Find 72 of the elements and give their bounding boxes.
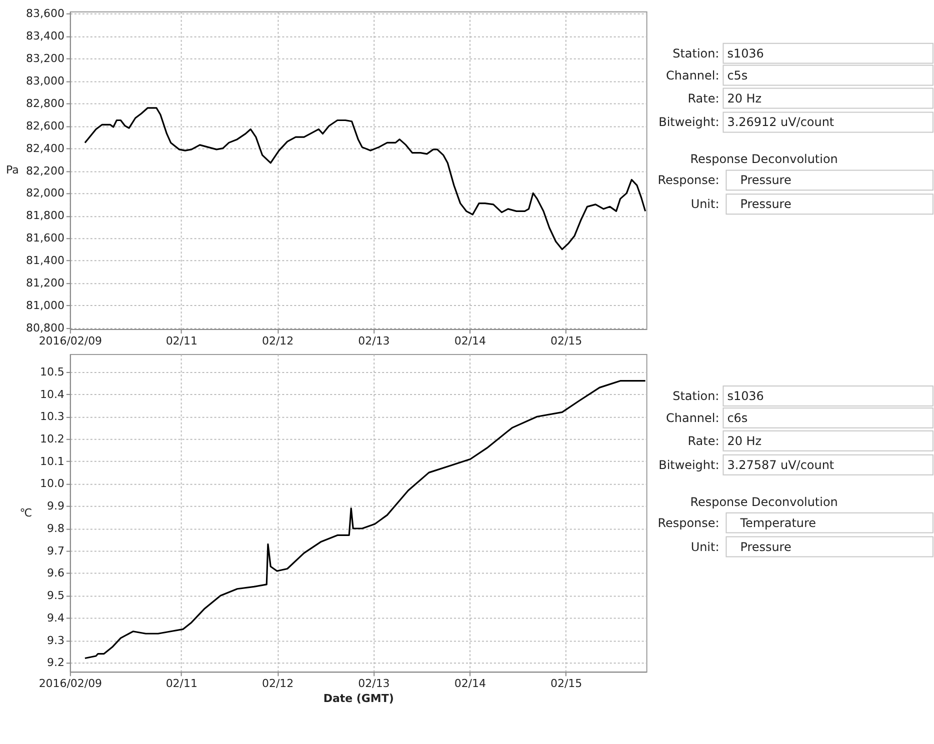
text: 20 Hz [727, 91, 762, 106]
y-tick-label: 10.3 [40, 410, 64, 424]
line-series [84, 107, 646, 250]
y-axis-title: ℃ [20, 506, 32, 520]
text: Channel: [666, 410, 720, 425]
x-tick-label: 02/13 [358, 677, 390, 690]
y-tick-label: 9.2 [46, 656, 64, 670]
x-tick-label: 02/12 [262, 334, 294, 348]
text: Channel: [666, 68, 720, 82]
y-tick-label: 10.4 [40, 388, 64, 401]
y-tick-label: 9.4 [46, 611, 64, 624]
y-tick-label: 9.7 [46, 544, 64, 558]
y-tick-label: 10.2 [40, 432, 64, 446]
y-tick-label: 83,600 [26, 7, 64, 20]
text: s1036 [727, 46, 764, 60]
y-tick-label: 9.3 [46, 634, 64, 647]
text: s1036 [727, 388, 764, 403]
text: Temperature [739, 516, 816, 530]
y-tick-label: 81,400 [26, 254, 64, 268]
y-tick-label: 81,600 [26, 232, 64, 245]
text: Response: [658, 173, 720, 188]
x-tick-label: 02/11 [166, 334, 198, 348]
y-tick-label: 81,800 [26, 209, 64, 222]
y-tick-label: 9.5 [46, 589, 64, 602]
y-tick-label: 82,400 [26, 142, 64, 155]
y-tick-label: 83,200 [26, 52, 64, 66]
text: Response Deconvolution [690, 152, 838, 166]
text: Pressure [740, 540, 792, 554]
x-tick-label: 02/11 [166, 677, 198, 690]
y-axis-title: Pa [6, 164, 19, 177]
y-tick-label: 9.9 [46, 500, 64, 513]
text: Pressure [740, 173, 792, 188]
text: Response: [658, 516, 720, 530]
text: Rate: [688, 434, 720, 448]
y-tick-label: 10.1 [40, 454, 64, 468]
text: Unit: [690, 540, 720, 554]
y-tick-label: 9.8 [46, 522, 64, 535]
text: Station: [672, 46, 720, 60]
x-tick-label: 02/12 [262, 677, 294, 690]
text: Bitweight: [658, 458, 720, 472]
y-tick-label: 80,800 [26, 321, 64, 334]
y-tick-label: 83,000 [26, 74, 64, 88]
y-tick-label: 82,600 [26, 119, 64, 132]
text: c5s [727, 68, 748, 82]
x-axis-title: Date (GMT) [323, 692, 394, 706]
text: Unit: [690, 197, 720, 212]
text: 3.26912 uV/count [727, 115, 834, 130]
text: Bitweight: [658, 115, 720, 130]
x-tick-label: 02/15 [550, 334, 582, 348]
y-tick-label: 81,000 [26, 298, 64, 312]
y-tick-label: 10.5 [40, 365, 64, 378]
text: Response Deconvolution [690, 494, 838, 509]
x-tick-label: 02/14 [454, 677, 486, 690]
text: Station: [672, 388, 720, 403]
y-tick-label: 81,200 [26, 276, 64, 290]
y-tick-label: 82,800 [26, 96, 64, 110]
y-tick-label: 82,200 [26, 164, 64, 178]
y-tick-label: 10.0 [40, 477, 64, 490]
x-tick-label: 02/15 [550, 677, 582, 690]
line-series [84, 380, 646, 660]
y-tick-label: 9.6 [46, 566, 64, 580]
text: c6s [727, 410, 748, 425]
x-tick-label: 2016/02/09 [38, 334, 102, 348]
text: Rate: [688, 91, 720, 106]
text: 20 Hz [727, 434, 762, 448]
y-tick-label: 83,400 [26, 30, 64, 43]
x-tick-label: 2016/02/09 [38, 677, 102, 690]
x-tick-label: 02/13 [358, 334, 390, 348]
text: 3.27587 uV/count [727, 458, 834, 472]
y-tick-label: 82,000 [26, 186, 64, 200]
x-tick-label: 02/14 [454, 334, 486, 348]
text: Pressure [740, 197, 792, 212]
